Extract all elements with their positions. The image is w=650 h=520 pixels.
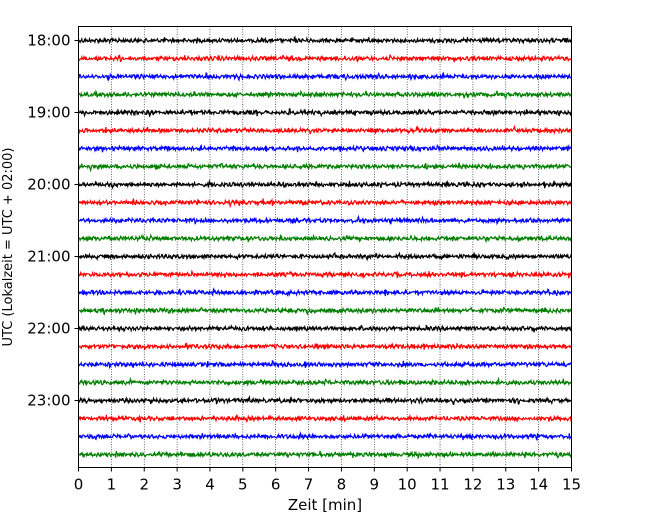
trace-line [78,251,573,262]
trace-line [78,450,572,460]
trace-line [77,179,573,190]
trace-line [77,376,573,387]
x-tick-label: 4 [205,476,215,494]
trace-line [77,214,573,226]
trace-line [78,89,573,100]
y-tick-label: 19:00 [27,104,70,122]
y-tick-label: 23:00 [27,392,70,410]
trace-line [77,143,573,153]
trace-line [78,108,573,118]
vertical-grid [111,26,539,468]
trace-line [78,162,572,173]
y-tick-label: 18:00 [27,32,70,50]
seismogram-traces [77,35,573,460]
y-axis-ticks: 18:00 19:00 20:00 21:00 22:00 23:00 [27,32,79,410]
x-tick-label: 11 [430,476,449,494]
x-tick-label: 3 [172,476,182,494]
x-tick-label: 15 [562,476,581,494]
x-tick-label: 12 [463,476,482,494]
trace-line [77,395,573,406]
x-axis-ticks: 0 1 2 3 4 5 6 7 8 9 10 11 12 13 14 15 [74,467,581,494]
y-tick-label: 22:00 [27,320,70,338]
x-tick-label: 10 [398,476,417,494]
plot-frame [78,26,572,468]
trace-line [78,71,572,82]
trace-line [77,324,573,334]
x-tick-label: 7 [304,476,314,494]
y-axis-label: UTC (Lokalzeit = UTC + 02:00) [1,148,16,347]
y-tick-label: 20:00 [27,176,70,194]
x-axis-label: Zeit [min] [288,496,362,514]
x-tick-label: 13 [496,476,515,494]
trace-line [77,359,573,370]
trace-line [78,233,573,244]
x-tick-label: 0 [74,476,84,494]
x-tick-label: 1 [107,476,117,494]
x-tick-label: 9 [370,476,380,494]
trace-line [77,53,572,63]
trace-line [77,430,573,442]
trace-line [77,342,573,351]
x-tick-label: 8 [337,476,347,494]
trace-line [78,306,573,317]
x-tick-label: 6 [271,476,281,494]
trace-line [77,197,572,209]
x-tick-label: 14 [529,476,548,494]
trace-line [77,287,573,298]
trace-line [78,124,573,135]
trace-line [77,269,573,279]
y-tick-label: 21:00 [27,248,70,266]
trace-line [77,413,573,423]
x-tick-label: 2 [139,476,149,494]
x-tick-label: 5 [238,476,248,494]
trace-line [78,35,573,45]
